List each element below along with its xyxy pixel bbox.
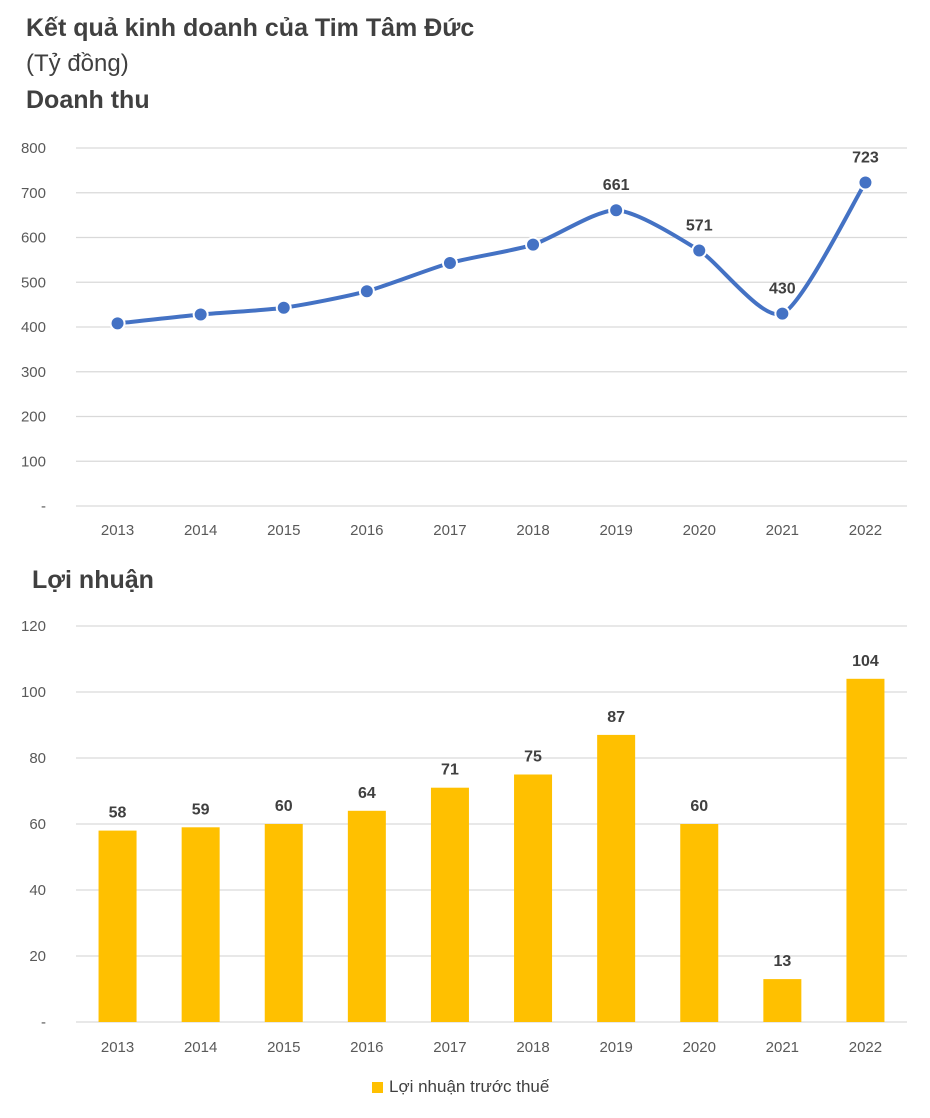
revenue-ytick-label: - — [41, 498, 46, 515]
profit-ytick-label: 120 — [21, 618, 46, 635]
revenue-ytick-label: 200 — [21, 409, 46, 426]
profit-bar-2017 — [430, 787, 469, 1022]
revenue-chart-title: Doanh thu — [26, 86, 150, 114]
revenue-point-2013 — [109, 315, 126, 332]
revenue-point-2014 — [192, 306, 209, 323]
profit-xtick-label: 2019 — [599, 1039, 632, 1055]
profit-ytick-label: - — [41, 1014, 46, 1031]
profit-bar-chart: - 20 40 60 80 100 120 2013 2014 2015 2016 2017 2018 2… — [21, 618, 907, 1055]
revenue-ytick-label: 300 — [21, 364, 46, 381]
profit-ytick-label: 40 — [29, 882, 46, 899]
profit-data-label-2018: 75 — [524, 749, 542, 766]
revenue-xtick-label: 2014 — [184, 522, 217, 539]
profit-xtick-label: 2014 — [184, 1039, 217, 1055]
chart-main-title: Kết quả kinh doanh của Tim Tâm Đức — [26, 14, 475, 42]
revenue-xtick-label: 2016 — [350, 522, 383, 539]
profit-data-label-2020: 60 — [690, 798, 708, 815]
profit-bar-2019 — [597, 734, 636, 1022]
profit-data-label-2017: 71 — [441, 762, 459, 779]
profit-ytick-label: 60 — [29, 816, 46, 833]
profit-bar-2020 — [680, 824, 719, 1022]
profit-bar-2022 — [846, 678, 885, 1022]
revenue-ytick-label: 600 — [21, 230, 46, 247]
profit-data-label-2013: 58 — [109, 805, 127, 822]
profit-data-label-2021: 13 — [773, 953, 791, 970]
profit-xtick-label: 2022 — [849, 1039, 882, 1055]
revenue-ytick-label: 800 — [21, 140, 46, 157]
revenue-xtick-label: 2018 — [516, 522, 549, 539]
revenue-ytick-label: 400 — [21, 319, 46, 336]
profit-bar-2015 — [264, 824, 303, 1022]
revenue-point-2016 — [358, 283, 375, 300]
revenue-data-label-2022: 723 — [852, 149, 879, 166]
profit-chart-title: Lợi nhuận — [32, 566, 154, 594]
unit-label: (Tỷ đồng) — [26, 50, 129, 77]
revenue-ytick-label: 700 — [21, 185, 46, 202]
revenue-point-2015 — [275, 299, 292, 316]
profit-xtick-label: 2016 — [350, 1039, 383, 1055]
profit-data-label-2022: 104 — [852, 653, 879, 670]
revenue-point-2020 — [691, 242, 708, 259]
revenue-xtick-label: 2019 — [599, 522, 632, 539]
profit-data-label-2019: 87 — [607, 709, 625, 726]
revenue-ytick-label: 500 — [21, 274, 46, 291]
profit-data-label-2015: 60 — [275, 798, 293, 815]
revenue-ytick-label: 100 — [21, 453, 46, 470]
profit-bar-2018 — [514, 774, 553, 1022]
revenue-xtick-label: 2017 — [433, 522, 466, 539]
profit-xtick-label: 2017 — [433, 1039, 466, 1055]
legend-label-profit: Lợi nhuận trước thuế — [389, 1077, 550, 1096]
revenue-point-2018 — [525, 236, 542, 253]
profit-xtick-label: 2013 — [101, 1039, 134, 1055]
profit-bar-2013 — [98, 830, 137, 1022]
profit-bar-2014 — [181, 827, 220, 1022]
profit-bar-2021 — [763, 979, 802, 1022]
revenue-xtick-label: 2013 — [101, 522, 134, 539]
profit-xtick-label: 2021 — [766, 1039, 799, 1055]
revenue-xtick-label: 2020 — [683, 522, 716, 539]
profit-data-label-2014: 59 — [192, 801, 210, 818]
profit-legend: Lợi nhuận trước thuế — [372, 1077, 549, 1097]
revenue-xtick-label: 2022 — [849, 522, 882, 539]
profit-xtick-label: 2015 — [267, 1039, 300, 1055]
profit-data-label-2016: 64 — [358, 785, 376, 802]
profit-ytick-label: 20 — [29, 948, 46, 965]
revenue-xtick-label: 2015 — [267, 522, 300, 539]
profit-bar-2016 — [347, 810, 386, 1022]
profit-ytick-label: 100 — [21, 684, 46, 701]
revenue-point-2019 — [608, 202, 625, 219]
profit-ytick-label: 80 — [29, 750, 46, 767]
revenue-series-line — [115, 180, 868, 326]
profit-xtick-label: 2018 — [516, 1039, 549, 1055]
profit-xtick-label: 2020 — [683, 1039, 716, 1055]
revenue-data-label-2020: 571 — [686, 217, 713, 234]
revenue-point-2022 — [857, 174, 874, 191]
revenue-point-2021 — [774, 305, 791, 322]
revenue-data-label-2019: 661 — [603, 177, 630, 194]
revenue-data-label-2021: 430 — [769, 281, 796, 298]
revenue-line-chart: - 100 200 300 400 500 600 700 800 2013 2014 2015 201… — [21, 140, 907, 539]
revenue-xtick-label: 2021 — [766, 522, 799, 539]
legend-swatch-profit — [372, 1081, 383, 1093]
revenue-point-2017 — [441, 255, 458, 272]
